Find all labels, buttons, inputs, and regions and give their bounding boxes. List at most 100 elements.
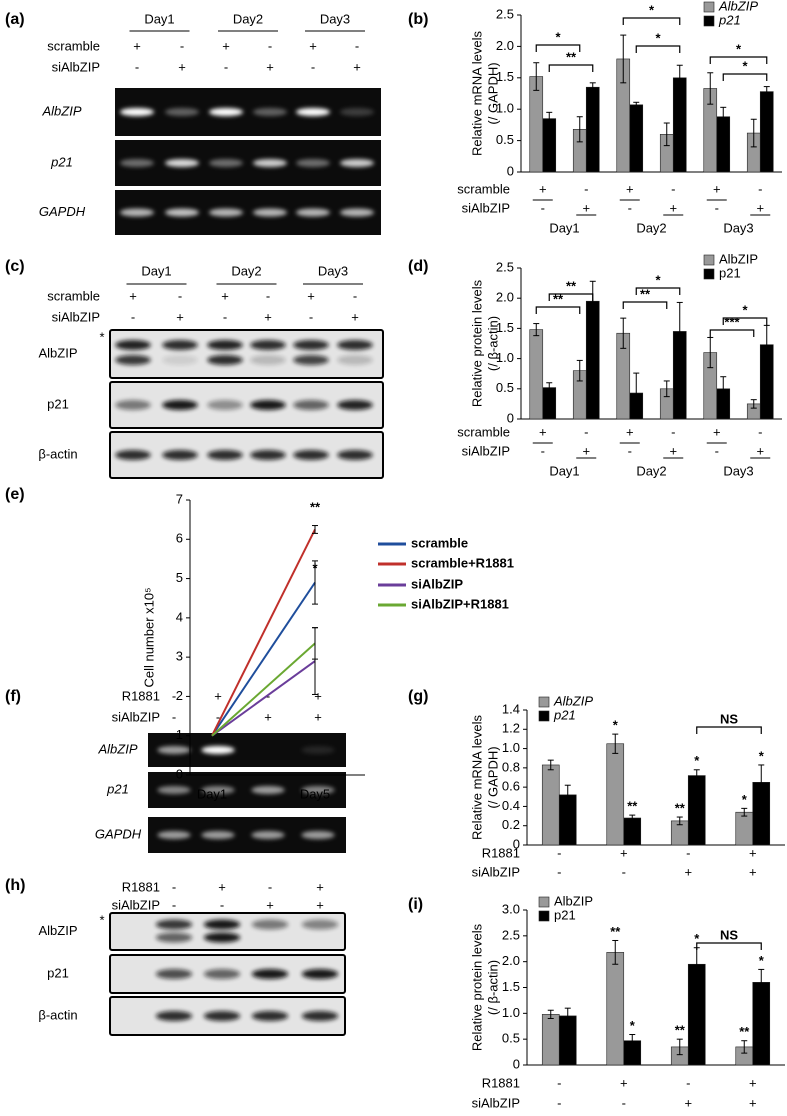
condition-sign: + (749, 1095, 757, 1110)
legend-label: p21 (554, 907, 576, 922)
y-tick-label: 2.5 (496, 6, 514, 21)
row-label: siAlbZIP (462, 200, 510, 215)
condition-sign: - (557, 864, 561, 879)
band-label: AlbZIP (38, 345, 77, 360)
band (201, 786, 235, 794)
condition-sign: + (626, 424, 634, 439)
gel (109, 329, 384, 379)
condition-sign: + (684, 1095, 692, 1110)
bracket: * (622, 2, 681, 25)
condition-sign: - (584, 424, 588, 439)
condition-sign: - (311, 59, 315, 74)
condition-sign: - (266, 288, 270, 303)
condition-sign: - (715, 200, 719, 215)
bracket-line (535, 306, 581, 314)
band (293, 355, 329, 365)
condition-sign: - (686, 1075, 690, 1090)
error-bar (741, 807, 748, 817)
band (162, 355, 198, 365)
error-bar (763, 324, 770, 365)
bar (759, 91, 774, 173)
bar (541, 764, 560, 846)
condition-sign: - (131, 309, 135, 324)
error-bar (589, 280, 596, 322)
condition-sign: - (671, 424, 675, 439)
y-tick-label: 2.0 (496, 290, 514, 305)
band (301, 969, 339, 979)
band (115, 450, 151, 460)
annotation: ** (553, 291, 564, 306)
condition-sign: - (622, 1095, 626, 1110)
panel-label: (f) (5, 688, 21, 705)
error-bar (633, 372, 640, 414)
error-bar (612, 939, 619, 965)
legend-swatch (703, 15, 715, 27)
y-tick-label: 1.4 (502, 701, 520, 716)
condition-sign: - (628, 200, 632, 215)
band (208, 159, 244, 167)
error-bar (312, 627, 318, 660)
significance: * (742, 792, 748, 807)
group-label: Day2 (636, 220, 666, 235)
annotation: * (742, 302, 748, 317)
bracket-line (709, 329, 755, 337)
y-axis-label: Relative protein levels (469, 279, 484, 407)
legend-label: scramble (411, 535, 468, 550)
error-bar (533, 323, 540, 337)
condition-sign: - (557, 1075, 561, 1090)
legend-label: p21 (553, 707, 576, 722)
condition-sign: + (582, 443, 590, 458)
error-bar (546, 382, 553, 393)
row-label: siAlbZIP (462, 443, 510, 458)
band (251, 969, 289, 979)
condition-sign: + (264, 709, 272, 724)
band (252, 159, 288, 167)
y-tick-label: 4 (176, 609, 183, 624)
band (164, 208, 200, 217)
band (164, 159, 200, 167)
band (339, 159, 375, 167)
condition-sign: - (224, 59, 228, 74)
error-bar (676, 64, 683, 91)
group-label: Day1 (549, 463, 579, 478)
bar (629, 104, 644, 173)
error-bar (750, 399, 757, 409)
error-bar (663, 122, 670, 147)
gel (115, 88, 381, 136)
series-line (211, 529, 316, 737)
bracket-line (548, 293, 594, 301)
group-label: Day2 (233, 11, 263, 26)
band (251, 1011, 289, 1021)
bracket: * (635, 30, 681, 53)
bar (687, 775, 706, 846)
y-tick-label: 0.5 (502, 1031, 520, 1046)
condition-sign: + (756, 443, 764, 458)
y-axis-label: (/ β-actin) (485, 960, 500, 1015)
error-bar (758, 968, 765, 996)
legend-label: AlbZIP (718, 0, 758, 13)
series-line (211, 581, 316, 737)
significance: * (613, 718, 619, 733)
y-tick-label: 1 (176, 727, 183, 742)
gel (115, 190, 381, 235)
panel-label: (h) (5, 877, 25, 894)
annotation: ** (310, 499, 321, 514)
legend-label: AlbZIP (719, 251, 758, 266)
error-bar (676, 1038, 683, 1056)
annotation: *** (724, 314, 740, 329)
y-tick-label: 1.0 (496, 101, 514, 116)
gel (109, 381, 384, 429)
row-label: R1881 (122, 879, 160, 894)
condition-sign: + (266, 897, 274, 912)
panel-label: (b) (408, 11, 428, 28)
bar (529, 76, 544, 173)
group-label: Day1 (144, 11, 174, 26)
condition-sign: - (172, 709, 176, 724)
condition-sign: + (264, 309, 272, 324)
condition-sign: + (713, 424, 721, 439)
band (155, 919, 193, 930)
condition-sign: + (669, 200, 677, 215)
y-tick-label: 0.5 (496, 380, 514, 395)
band (250, 400, 286, 410)
band-label: AlbZIP (41, 103, 81, 118)
